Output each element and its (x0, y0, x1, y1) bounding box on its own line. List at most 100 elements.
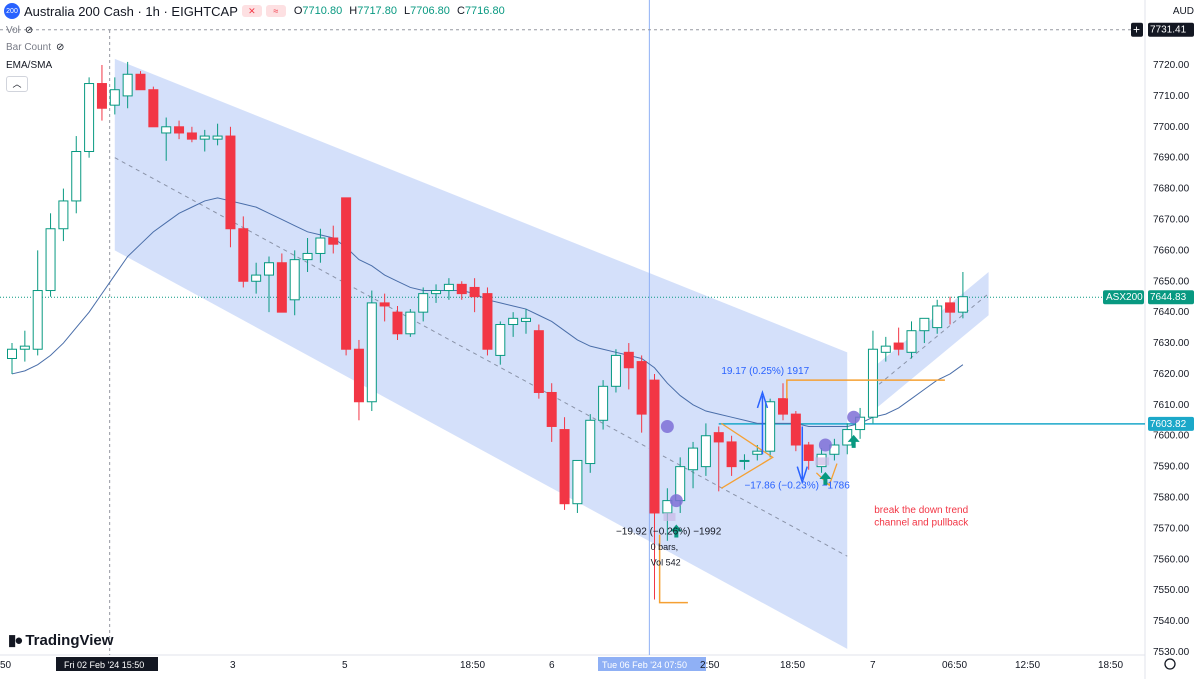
candle-body (893, 342, 904, 350)
candle (739, 454, 750, 470)
down-trend-channel (114, 58, 848, 649)
candle-body (366, 302, 377, 403)
candle-body (199, 135, 210, 140)
candle (109, 77, 120, 115)
candle-body (508, 317, 519, 326)
price-tick-label: 7720.00 (1153, 60, 1190, 71)
price-tick-label: 7710.00 (1153, 91, 1190, 102)
candle-body (482, 293, 493, 350)
candle-body (84, 83, 95, 153)
collapse-indicators-icon[interactable]: ︿ (6, 76, 28, 92)
asx-price-tag-bg (1148, 290, 1194, 305)
candle-body (803, 444, 814, 461)
low-marker-line (658, 534, 688, 604)
price-tick-label: 7560.00 (1153, 554, 1190, 565)
measure-box (815, 457, 830, 466)
candle-body (7, 348, 17, 359)
candle (315, 228, 326, 263)
candle-body (96, 83, 107, 109)
price-tick-label: 7700.00 (1153, 122, 1190, 133)
note-line-1: break the down trend (874, 505, 968, 516)
asx-label: ASX200 (1106, 292, 1143, 303)
symbol-title[interactable]: Australia 200 Cash · 1h · EIGHTCAP (24, 3, 238, 19)
channel-midline (114, 157, 848, 557)
candle-body (957, 296, 968, 313)
candle (932, 299, 943, 334)
candle-body (649, 379, 660, 514)
candle-body (559, 429, 570, 505)
vol-label: Vol 542 (651, 557, 681, 567)
candle (649, 373, 660, 600)
candle (392, 305, 403, 340)
high-label: H (349, 5, 358, 17)
candle-body (790, 413, 801, 446)
candle (585, 414, 596, 473)
candle-body (585, 419, 596, 465)
candle-body (610, 354, 621, 387)
candle (174, 120, 185, 140)
price-tick-label: 7550.00 (1153, 585, 1190, 596)
wave-icon[interactable]: ≈ (265, 5, 286, 17)
measure-box (663, 512, 676, 521)
candle (880, 336, 891, 362)
candle-body (174, 126, 185, 134)
candle-body (186, 132, 197, 140)
candle-body (739, 459, 750, 462)
indicator-ema-sma[interactable]: EMA/SMA (6, 60, 52, 71)
candle (289, 250, 300, 316)
tradingview-logo: ▮● TradingView (8, 631, 113, 650)
candle-body (688, 447, 699, 471)
candle (521, 309, 531, 334)
candle-body (713, 432, 724, 443)
candle (302, 238, 313, 272)
candle-body (945, 302, 956, 313)
candle (726, 435, 737, 476)
candle (919, 317, 930, 344)
signal-circle (660, 419, 674, 433)
candle-body (418, 293, 429, 313)
candle-body (880, 345, 891, 353)
candle (533, 324, 544, 399)
time-tick-label: 6 (549, 660, 555, 671)
asx-price-tag: 7644.83 (1148, 290, 1194, 305)
candle (328, 225, 339, 254)
candle (713, 426, 724, 492)
candle (71, 136, 82, 214)
indicator-bar-count[interactable]: Bar Count ⊘ (6, 42, 64, 53)
candle-body (276, 262, 287, 313)
candle (353, 339, 364, 421)
candle-body (238, 228, 249, 282)
candle-body (264, 262, 274, 276)
indicator-bar-count-label: Bar Count (6, 42, 52, 53)
close-value: 7716.80 (464, 5, 505, 17)
low-value: 7706.80 (410, 5, 450, 17)
measure-up-label: 19.17 (0.25%) 1917 (721, 366, 809, 377)
measure-down-arrow-head (796, 466, 808, 485)
low-label: L (404, 5, 411, 17)
price-tick-label: 7620.00 (1153, 369, 1190, 380)
candle (598, 380, 609, 430)
candle (495, 321, 506, 365)
candle (341, 197, 352, 356)
time-tick-label: 7 (870, 660, 876, 671)
top-price-tag-text: 7731.41 (1150, 25, 1187, 36)
currency-label[interactable]: AUD (1172, 6, 1194, 17)
candle-body (341, 197, 352, 350)
candle-body (700, 435, 711, 468)
indicator-vol[interactable]: Vol ⊘ (6, 25, 33, 36)
asx-price-tag-text: 7644.83 (1150, 292, 1187, 303)
candle-body (58, 200, 69, 230)
flag-icon[interactable]: ✕ (241, 5, 262, 17)
close-label: C (456, 5, 465, 17)
eye-hidden-icon[interactable]: ⊘ (56, 42, 65, 53)
candle (431, 284, 442, 303)
candle-body (726, 441, 737, 468)
eye-hidden-icon[interactable]: ⊘ (24, 25, 34, 36)
note-line-2: channel and pullback (874, 517, 969, 528)
time-tick-label: 18:50 (780, 660, 805, 671)
plus-icon-glyph: + (1133, 23, 1140, 37)
candle-body (379, 302, 390, 307)
high-value: 7717.80 (357, 5, 397, 17)
tv-mark-icon: ▮● (8, 632, 23, 649)
